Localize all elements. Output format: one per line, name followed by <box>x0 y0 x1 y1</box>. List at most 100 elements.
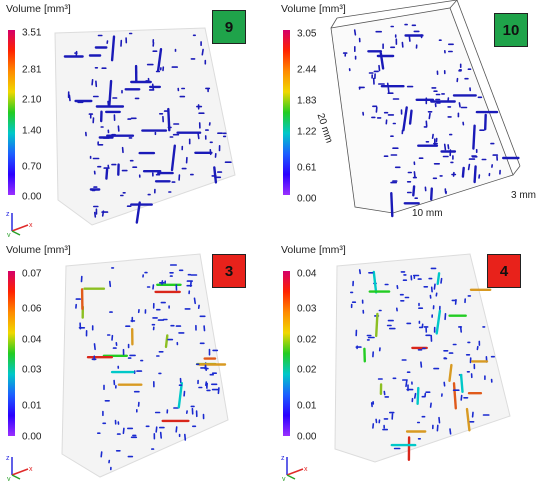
pore-mark <box>438 416 441 424</box>
tick-label: 0.70 <box>22 161 42 173</box>
pore-mark <box>413 171 416 179</box>
colorbar-title: Volume [mm³] <box>6 3 71 15</box>
pore-mark <box>429 402 432 408</box>
pore-mark <box>414 392 417 399</box>
pore-mark <box>460 394 463 401</box>
sample-number-badge: 4 <box>487 254 521 288</box>
svg-text:z: z <box>281 455 285 462</box>
pore-mark <box>91 79 94 86</box>
panel-sample-9: Volume [mm³] 3.51 2.81 2.10 1.40 0.70 0.… <box>0 0 275 244</box>
width-dimension-label: 10 mm <box>412 208 443 219</box>
pore-mark <box>110 35 116 62</box>
pore-mark <box>472 124 476 150</box>
axis-triad-icon: z x y <box>281 451 311 483</box>
tick-label: 0.04 <box>297 268 317 280</box>
pore-mark <box>135 201 141 224</box>
pore-mark <box>408 109 413 125</box>
pore-mark <box>408 36 411 42</box>
pore-mark <box>473 165 477 184</box>
pore-mark <box>159 431 162 439</box>
sample-number-badge: 3 <box>212 254 246 288</box>
sample-slab-render <box>61 253 229 478</box>
tick-label: 0.04 <box>22 334 42 346</box>
pore-mark <box>461 166 465 178</box>
tick-label: 0.00 <box>22 431 42 443</box>
pore-mark <box>440 277 443 284</box>
volume-colorbar <box>283 271 290 436</box>
pore-mark <box>94 211 97 218</box>
tick-label: 2.10 <box>22 94 42 106</box>
pore-mark <box>108 79 113 106</box>
pore-mark <box>105 168 109 180</box>
pore-mark <box>447 144 450 150</box>
pore-mark <box>467 163 471 171</box>
pore-mark <box>217 387 220 395</box>
sample-number-badge: 10 <box>494 13 528 47</box>
pore-mark <box>184 433 187 441</box>
tick-label: 0.03 <box>22 364 42 376</box>
tick-label: 3.51 <box>22 27 42 39</box>
pore-mark <box>164 334 169 349</box>
depth-dimension-label: 3 mm <box>511 190 536 201</box>
volume-colorbar <box>283 30 290 195</box>
pore-mark <box>433 283 436 290</box>
pore-mark <box>412 185 416 197</box>
pore-mark <box>68 94 71 102</box>
pore-mark <box>93 343 96 351</box>
colorbar-title: Volume [mm³] <box>6 244 71 256</box>
pore-mark <box>100 451 103 458</box>
pore-mark <box>151 83 155 91</box>
axis-triad-icon: z x y <box>6 451 36 483</box>
pore-mark <box>452 382 458 410</box>
svg-text:x: x <box>29 466 33 473</box>
axis-triad-icon: z x y <box>6 207 36 239</box>
pore-mark <box>379 51 385 70</box>
pore-mark <box>449 428 452 435</box>
svg-text:z: z <box>6 211 10 218</box>
pore-mark <box>465 407 471 432</box>
pore-mark <box>175 426 178 433</box>
tick-label: 0.03 <box>297 303 317 315</box>
svg-text:y: y <box>7 476 11 481</box>
svg-text:x: x <box>29 222 33 229</box>
panel-sample-4: Volume [mm³] 0.04 0.03 0.02 0.02 0.01 0.… <box>275 244 550 488</box>
pore-mark <box>416 386 420 406</box>
pore-mark <box>201 48 204 56</box>
tick-label: 0.00 <box>297 193 317 205</box>
colorbar-title: Volume [mm³] <box>281 3 346 15</box>
pore-mark <box>167 107 171 132</box>
pore-mark <box>358 269 361 275</box>
tick-label: 0.61 <box>297 162 317 174</box>
svg-text:y: y <box>282 476 286 481</box>
tick-label: 0.02 <box>297 364 317 376</box>
tick-label: 2.81 <box>22 64 42 76</box>
tick-label: 0.01 <box>22 400 42 412</box>
volume-colorbar <box>8 30 15 195</box>
svg-text:y: y <box>7 232 11 237</box>
sample-number-badge: 9 <box>212 10 246 44</box>
pore-mark <box>405 380 408 388</box>
pore-mark <box>420 361 423 368</box>
pore-mark <box>483 113 487 131</box>
pore-mark <box>428 112 431 120</box>
pore-mark <box>387 86 390 93</box>
svg-text:x: x <box>304 466 308 473</box>
pore-mark <box>436 272 441 286</box>
pore-mark <box>205 381 208 386</box>
sample-slab-render <box>54 27 236 226</box>
colorbar-title: Volume [mm³] <box>281 244 346 256</box>
pore-mark <box>448 363 453 383</box>
sample-slab-render <box>334 253 511 463</box>
pore-mark <box>156 48 163 73</box>
tick-label: 0.02 <box>297 334 317 346</box>
pore-mark <box>109 280 112 288</box>
pore-mark <box>213 166 218 184</box>
pore-mark <box>374 312 379 338</box>
pore-mark <box>458 102 461 108</box>
slab-face <box>54 27 236 226</box>
pore-mark <box>177 381 184 409</box>
tick-label: 0.01 <box>297 400 317 412</box>
pore-mark <box>107 100 110 108</box>
pore-mark <box>435 309 442 335</box>
tick-label: 0.00 <box>297 431 317 443</box>
